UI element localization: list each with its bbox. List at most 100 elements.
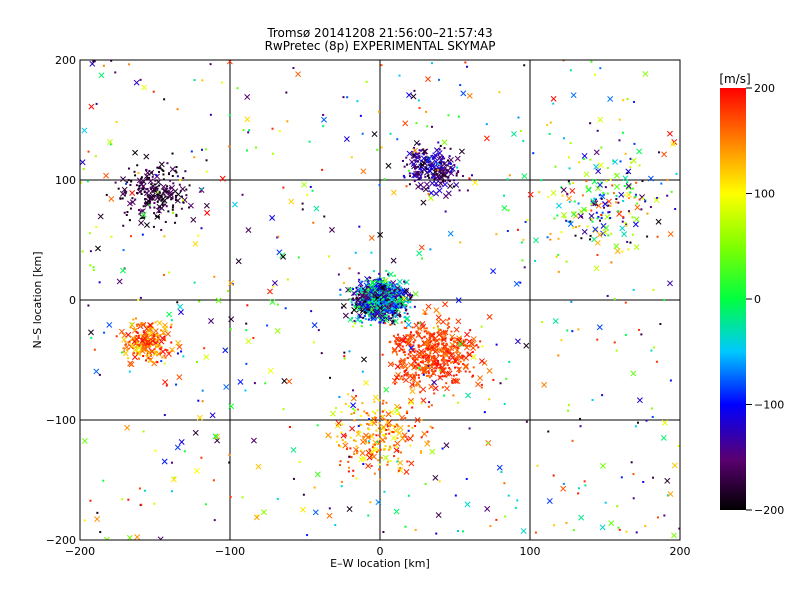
data-point-dot (383, 178, 386, 181)
data-point-dot (117, 187, 120, 190)
data-point-x (392, 312, 399, 319)
data-point-dot (377, 298, 380, 301)
data-point-dot (421, 351, 424, 354)
data-point-dot (229, 328, 232, 331)
data-point-dot (392, 297, 395, 300)
data-point-dot (646, 235, 649, 238)
data-point-dot (387, 315, 390, 318)
data-point-dot (632, 497, 635, 500)
data-point-dot (253, 382, 256, 385)
data-point-x (456, 337, 463, 344)
data-point-dot (180, 207, 183, 210)
data-point-dot (635, 531, 638, 534)
data-point-x (143, 173, 150, 180)
data-point-dot (359, 307, 362, 310)
data-point-x (330, 410, 336, 417)
data-point-x (390, 189, 397, 196)
data-point-dot (209, 113, 212, 116)
data-point-x (167, 189, 174, 196)
data-point-dot (642, 197, 645, 200)
data-point-dot (123, 189, 126, 192)
data-point-dot (619, 160, 622, 163)
data-point-dot (286, 120, 289, 123)
data-point-dot (123, 211, 126, 214)
data-point-x (664, 477, 671, 484)
data-point-x (520, 528, 527, 534)
data-point-dot (430, 125, 433, 128)
data-point-dot (400, 302, 403, 305)
data-point-x (614, 248, 621, 255)
data-point-dot (139, 296, 142, 299)
data-point-dot (678, 527, 680, 530)
data-point-dot (640, 333, 643, 336)
data-point-dot (159, 167, 162, 170)
data-point-dot (633, 196, 636, 199)
data-point-x (428, 332, 434, 339)
data-point-dot (158, 210, 161, 213)
data-point-dot (201, 389, 204, 392)
data-point-dot (432, 370, 435, 373)
data-point-dot (634, 195, 637, 198)
data-point-dot (429, 248, 432, 251)
data-point-x (415, 183, 422, 190)
data-point-dot (649, 206, 652, 209)
data-point-dot (398, 74, 401, 77)
data-point-x (428, 383, 435, 390)
data-point-x (567, 221, 574, 227)
data-point-dot (231, 283, 234, 286)
data-point-dot (147, 196, 150, 199)
data-point-x (406, 334, 413, 341)
data-point-x (128, 361, 135, 368)
data-point-dot (440, 338, 443, 341)
data-point-x (95, 245, 101, 252)
data-point-dot (377, 293, 380, 296)
data-point-x (388, 409, 395, 416)
data-point-dot (579, 425, 582, 428)
data-point-dot (362, 301, 365, 304)
data-point-dot (146, 176, 149, 179)
data-point-dot (146, 342, 149, 345)
data-point-dot (145, 188, 148, 191)
data-point-dot (580, 215, 583, 218)
data-point-dot (585, 180, 588, 183)
data-point-dot (386, 284, 389, 287)
data-point-dot (130, 322, 133, 325)
data-point-x (399, 299, 406, 306)
data-point-dot (386, 273, 389, 276)
data-point-x (147, 178, 154, 185)
data-point-x (433, 190, 440, 197)
data-point-dot (380, 281, 383, 284)
data-point-dot (115, 120, 118, 123)
data-point-dot (433, 177, 436, 180)
data-point-x (421, 430, 428, 437)
data-point-dot (392, 319, 395, 322)
data-point-dot (441, 338, 444, 341)
data-point-dot (399, 315, 402, 318)
data-point-dot (437, 141, 440, 144)
data-point-x (444, 385, 450, 392)
data-point-dot (144, 341, 147, 344)
data-point-dot (449, 161, 452, 164)
data-point-dot (572, 211, 575, 214)
data-point-x (444, 370, 451, 377)
data-point-dot (339, 288, 342, 291)
data-point-dot (417, 362, 420, 365)
data-point-dot (140, 176, 143, 179)
data-point-dot (416, 350, 419, 353)
data-point-dot (387, 304, 390, 307)
data-point-dot (154, 350, 157, 353)
data-point-x (432, 348, 439, 355)
data-point-dot (334, 524, 337, 527)
data-point-x (593, 163, 600, 170)
data-point-dot (450, 170, 453, 173)
data-point-dot (416, 358, 419, 361)
data-point-x (391, 283, 398, 290)
data-point-dot (446, 159, 449, 162)
data-point-dot (444, 210, 447, 213)
data-point-dot (367, 318, 370, 321)
data-point-dot (432, 371, 435, 374)
data-point-dot (375, 451, 378, 454)
data-point-dot (245, 362, 248, 365)
data-point-dot (361, 402, 364, 405)
data-point-dot (389, 292, 392, 295)
